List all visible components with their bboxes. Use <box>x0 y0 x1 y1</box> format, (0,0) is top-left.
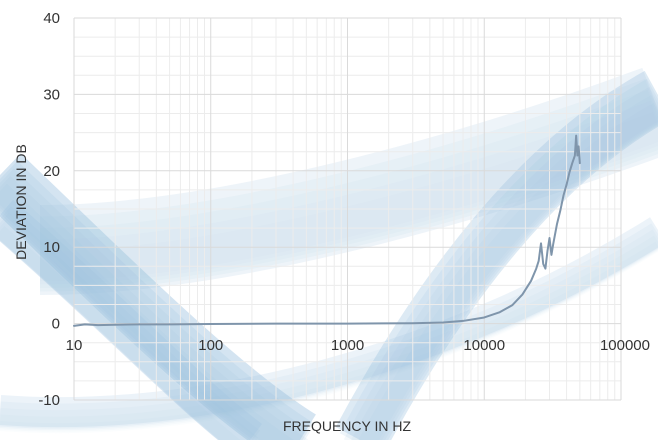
wave-band-1 <box>0 199 263 440</box>
wave-band-1 <box>0 212 259 440</box>
wave-band-1 <box>0 206 261 440</box>
wave-band-0 <box>0 183 294 440</box>
y-tick-label: 40 <box>43 10 60 27</box>
y-tick-label: 30 <box>43 86 60 103</box>
wave-band-2 <box>335 70 658 440</box>
y-tick-label: 0 <box>52 316 60 333</box>
y-tick-label: 10 <box>43 239 60 256</box>
y-tick-label: -10 <box>38 392 60 409</box>
wave-band-2 <box>339 78 658 440</box>
tick-labels: -10 0 10 20 30 40 10 100 1000 10000 100000 <box>38 10 650 409</box>
y-axis-label: DEVIATION IN DB <box>13 144 29 260</box>
y-tick-label: 20 <box>43 163 60 180</box>
wave-band-2 <box>343 86 658 440</box>
background-wave-decoration <box>0 67 658 440</box>
x-tick-label: 10 <box>66 337 83 354</box>
x-tick-label: 10000 <box>463 337 505 354</box>
x-tick-label: 100000 <box>600 337 650 354</box>
wave-band-0 <box>0 168 311 440</box>
wave-band-2 <box>358 102 658 440</box>
x-tick-label: 100 <box>198 337 223 354</box>
series-layer <box>73 134 581 327</box>
x-tick-label: 1000 <box>331 337 364 354</box>
wave-band-0 <box>0 153 317 440</box>
wave-band-0 <box>0 176 308 440</box>
minor-grid <box>74 18 621 400</box>
x-axis-label: FREQUENCY IN HZ <box>283 418 412 434</box>
wave-band-0 <box>0 160 314 440</box>
wave-band-1 <box>0 219 251 440</box>
series-line-0 <box>73 134 581 327</box>
